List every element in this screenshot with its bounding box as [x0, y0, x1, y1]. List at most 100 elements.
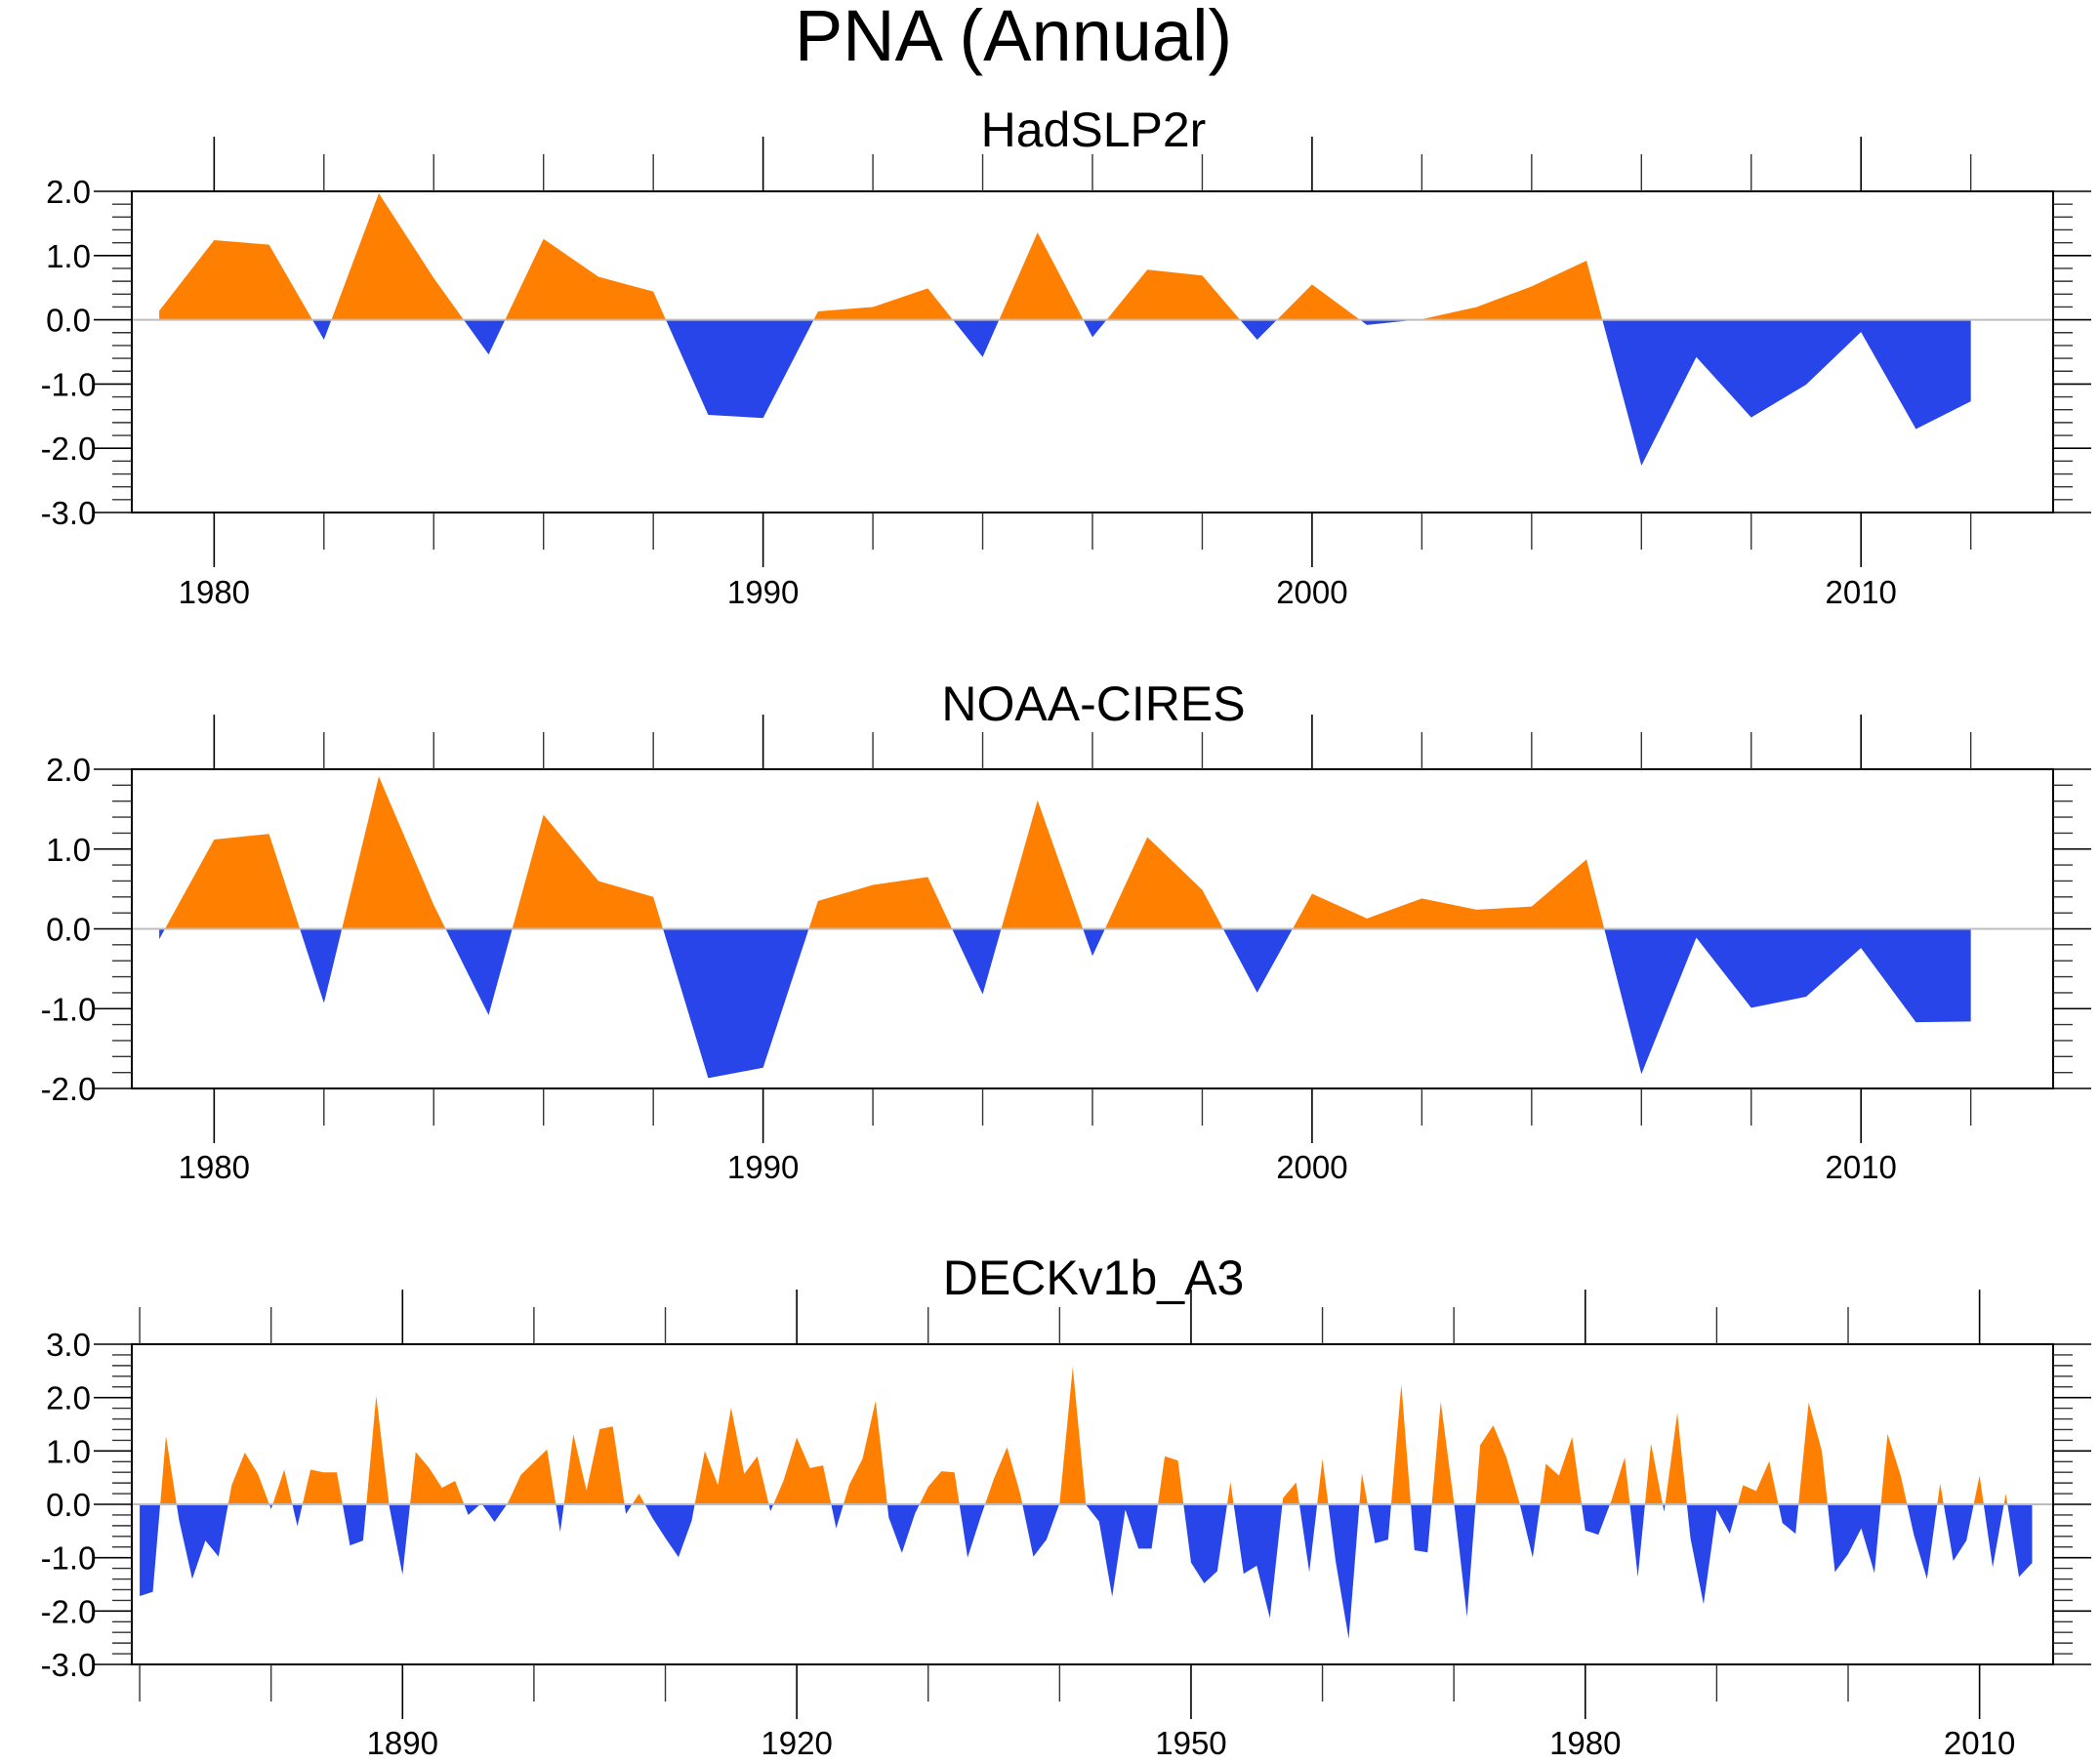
negative-area: [1222, 928, 1293, 993]
positive-area: [1292, 859, 1605, 929]
y-tick-label: 0.0: [46, 912, 91, 948]
positive-area: [1158, 1456, 1184, 1504]
negative-area: [1602, 319, 1971, 466]
positive-area: [563, 1426, 625, 1504]
x-tick-label: 1990: [727, 574, 799, 610]
x-tick-label: 1990: [727, 1149, 799, 1185]
y-tick-label: -3.0: [41, 495, 97, 531]
x-tick-label: 1950: [1155, 1725, 1226, 1761]
positive-area: [1644, 1443, 1664, 1504]
positive-area: [342, 776, 446, 929]
positive-area: [1937, 1483, 1944, 1504]
negative-area: [1983, 1504, 2004, 1568]
panel-title: NOAA-CIRES: [941, 677, 1245, 731]
positive-area: [1104, 837, 1223, 929]
negative-area: [1604, 928, 1971, 1075]
positive-area: [507, 1449, 556, 1504]
x-tick-label: 1980: [1549, 1725, 1621, 1761]
x-tick-label: 2010: [1944, 1725, 2015, 1761]
negative-area: [1083, 319, 1107, 338]
positive-area: [2003, 1494, 2008, 1504]
positive-area: [1226, 1482, 1234, 1504]
panel-deckv1b-a3: DECKv1b_A3 3.0 2.0 1.0 0.0 -1.0 -2.0 -3.0 1890 19…: [41, 1251, 2091, 1761]
positive-area: [1798, 1402, 1829, 1504]
positive-area: [1416, 261, 1603, 320]
positive-area: [1475, 1425, 1520, 1504]
x-tick-label: 1920: [761, 1725, 832, 1761]
negative-area: [831, 1504, 844, 1529]
positive-area: [1282, 1482, 1299, 1504]
positive-area: [512, 814, 664, 929]
negative-area: [1233, 1504, 1283, 1619]
panel-hadslp2r: HadSLP2r 2.0 1.0 0.0 -1.0 -2.0 -3.0 1980 1990 200…: [41, 103, 2091, 610]
positive-area: [1610, 1456, 1630, 1504]
x-tick-label: 1890: [367, 1725, 438, 1761]
x-tick-label: 2000: [1276, 1149, 1347, 1185]
negative-area: [886, 1504, 920, 1553]
negative-area: [1086, 1504, 1159, 1597]
positive-area: [1390, 1384, 1412, 1504]
positive-area: [1737, 1460, 1779, 1504]
y-tick-label: 2.0: [46, 174, 91, 210]
negative-area: [1183, 1504, 1227, 1583]
y-tick-label: -1.0: [41, 366, 97, 402]
panel-title: HadSLP2r: [981, 103, 1207, 157]
positive-area: [632, 1494, 645, 1504]
negative-area: [159, 928, 165, 940]
negative-area: [1519, 1504, 1541, 1558]
positive-area: [1665, 1413, 1687, 1504]
negative-area: [1663, 1504, 1666, 1512]
negative-area: [666, 319, 814, 419]
x-tick-label: 2000: [1276, 574, 1347, 610]
y-tick-label: -2.0: [41, 1593, 97, 1629]
y-tick-label: 2.0: [46, 1380, 91, 1416]
positive-area: [694, 1408, 769, 1504]
positive-area: [1106, 269, 1241, 320]
negative-area: [1360, 319, 1417, 325]
negative-area: [1328, 1504, 1360, 1639]
negative-area: [464, 1504, 480, 1515]
positive-area: [272, 1469, 293, 1504]
y-tick-label: 1.0: [46, 832, 91, 868]
negative-area: [624, 1504, 633, 1514]
negative-area: [389, 1504, 411, 1576]
negative-area: [953, 319, 1000, 357]
negative-area: [140, 1504, 161, 1597]
panel-noaa-cires: NOAA-CIRES 2.0 1.0 0.0 -1.0 -2.0 1980 1990 2000 2…: [41, 677, 2091, 1185]
negative-area: [312, 319, 332, 340]
negative-area: [1686, 1504, 1738, 1605]
y-tick-label: 1.0: [46, 238, 91, 274]
y-tick-label: -1.0: [41, 1540, 97, 1577]
negative-area: [1629, 1504, 1645, 1578]
negative-area: [663, 928, 809, 1079]
negative-area: [644, 1504, 695, 1558]
negative-area: [463, 319, 506, 355]
positive-area: [843, 1400, 887, 1504]
negative-area: [1828, 1504, 1881, 1574]
y-tick-label: 3.0: [46, 1327, 91, 1363]
negative-area: [1298, 1504, 1318, 1573]
positive-area: [1431, 1402, 1455, 1504]
y-tick-label: 2.0: [46, 752, 91, 788]
negative-area: [768, 1504, 774, 1512]
x-tick-label: 1980: [179, 574, 250, 610]
positive-area: [808, 877, 953, 929]
positive-area: [366, 1396, 390, 1504]
negative-area: [1582, 1504, 1611, 1536]
positive-area: [164, 834, 301, 929]
negative-area: [556, 1504, 564, 1533]
positive-area: [813, 288, 954, 320]
panel-title: DECKv1b_A3: [943, 1251, 1245, 1305]
y-tick-label: -2.0: [41, 431, 97, 467]
negative-area: [1454, 1504, 1476, 1618]
x-tick-label: 2010: [1825, 1149, 1896, 1185]
negative-area: [300, 928, 343, 1004]
y-tick-label: -3.0: [41, 1647, 97, 1683]
negative-area: [342, 1504, 367, 1546]
y-tick-label: 0.0: [46, 303, 91, 339]
negative-area: [1943, 1504, 1974, 1561]
y-tick-label: 1.0: [46, 1433, 91, 1469]
negative-area: [268, 1504, 273, 1509]
negative-area: [1022, 1504, 1059, 1557]
